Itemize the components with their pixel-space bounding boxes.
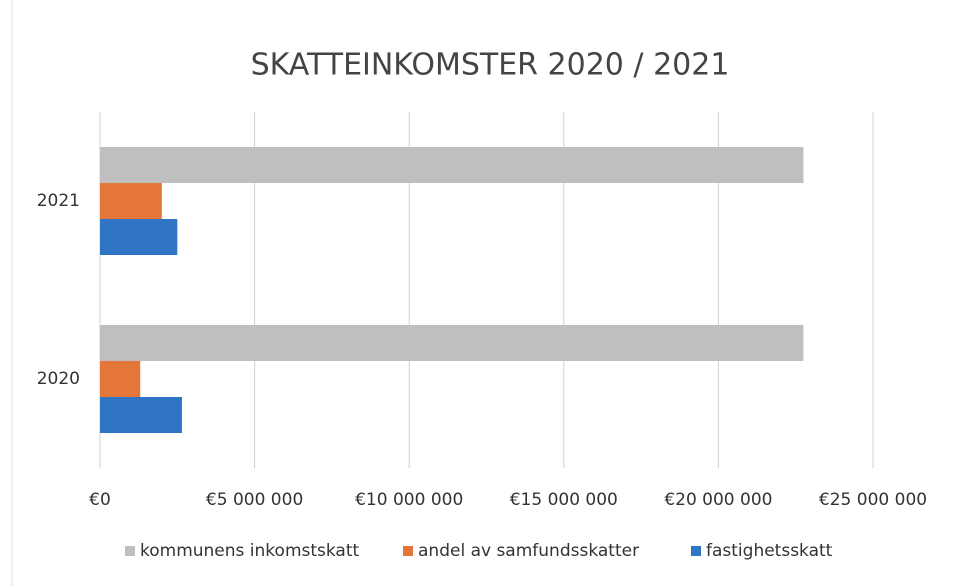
legend-label: andel av samfundsskatter [418, 541, 639, 561]
legend-swatch [403, 546, 413, 556]
bar [100, 219, 178, 255]
bar [100, 147, 804, 183]
bar [100, 325, 804, 361]
x-tick-label: €25 000 000 [819, 490, 927, 510]
bar [100, 361, 141, 397]
x-tick-label: €20 000 000 [664, 490, 772, 510]
y-tick-label: 2020 [37, 369, 80, 389]
legend-label: fastighetsskatt [706, 541, 833, 561]
y-tick-label: 2021 [37, 191, 80, 211]
x-tick-label: €10 000 000 [355, 490, 463, 510]
legend-swatch [125, 546, 135, 556]
chart-title: SKATTEINKOMSTER 2020 / 2021 [251, 48, 730, 83]
bar [100, 183, 162, 219]
legend-label: kommunens inkomstskatt [140, 541, 360, 561]
x-tick-label: €5 000 000 [206, 490, 303, 510]
legend-swatch [691, 546, 701, 556]
x-tick-label: €15 000 000 [510, 490, 618, 510]
x-tick-label: €0 [89, 490, 111, 510]
bar [100, 397, 182, 433]
